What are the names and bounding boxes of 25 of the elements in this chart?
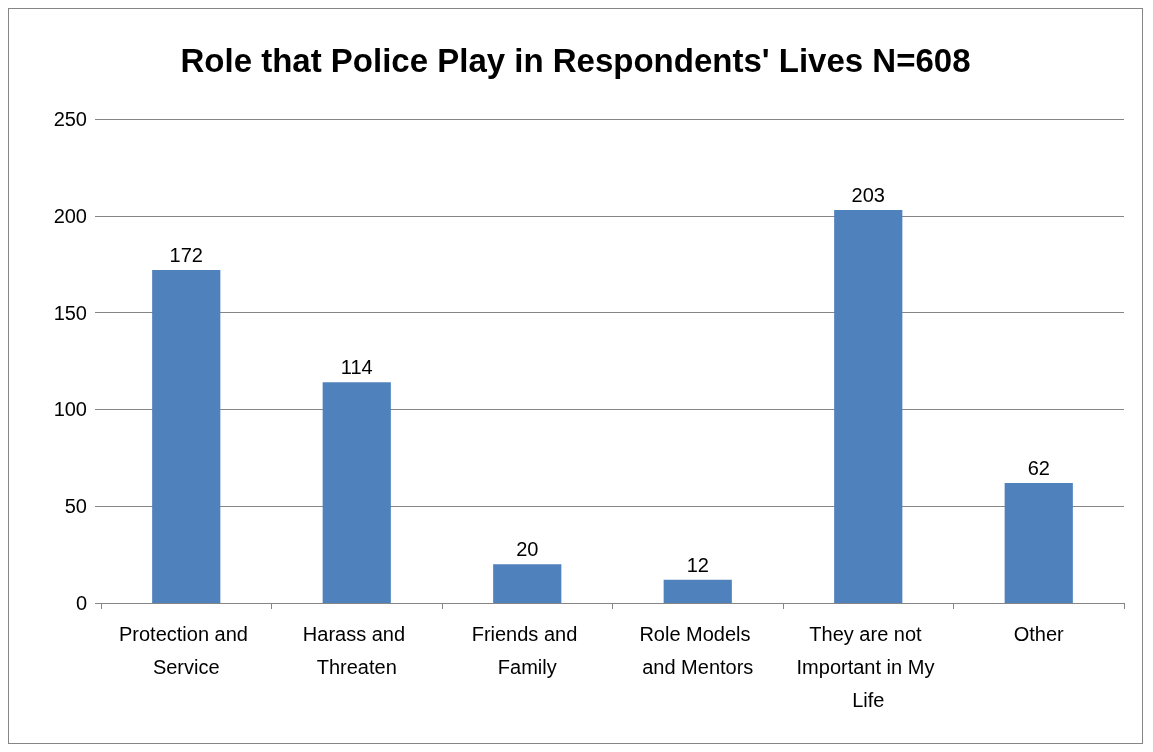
y-tick-label: 50 (64, 495, 87, 518)
data-label: 12 (686, 553, 709, 576)
data-label: 20 (516, 538, 539, 561)
y-tick-label: 250 (53, 108, 87, 130)
x-tick-label: Friends and Family (471, 622, 583, 678)
bar (322, 382, 391, 603)
y-tick-label: 100 (53, 398, 87, 421)
y-tick-label: 0 (75, 592, 87, 614)
data-label: 203 (851, 183, 885, 206)
data-label: 114 (340, 356, 373, 379)
bar (152, 270, 221, 603)
y-tick-label: 150 (53, 301, 87, 324)
y-tick-label: 200 (53, 204, 87, 227)
bar (1004, 482, 1073, 603)
chart-title: Role that Police Play in Respondents' Lives N=608 (180, 42, 971, 79)
x-tick-label: Protection and Service (118, 622, 254, 678)
bar (663, 579, 732, 603)
x-tick-label: They are not Important in My Life (796, 622, 940, 711)
x-tick-label: Harass and Threaten (302, 622, 411, 678)
x-tick-label: Other (1013, 622, 1065, 645)
data-label: 172 (169, 244, 203, 267)
data-label: 62 (1027, 456, 1050, 479)
x-tick-label: Role Models and Mentors (639, 622, 757, 678)
bar (493, 564, 562, 603)
bar (834, 209, 903, 603)
